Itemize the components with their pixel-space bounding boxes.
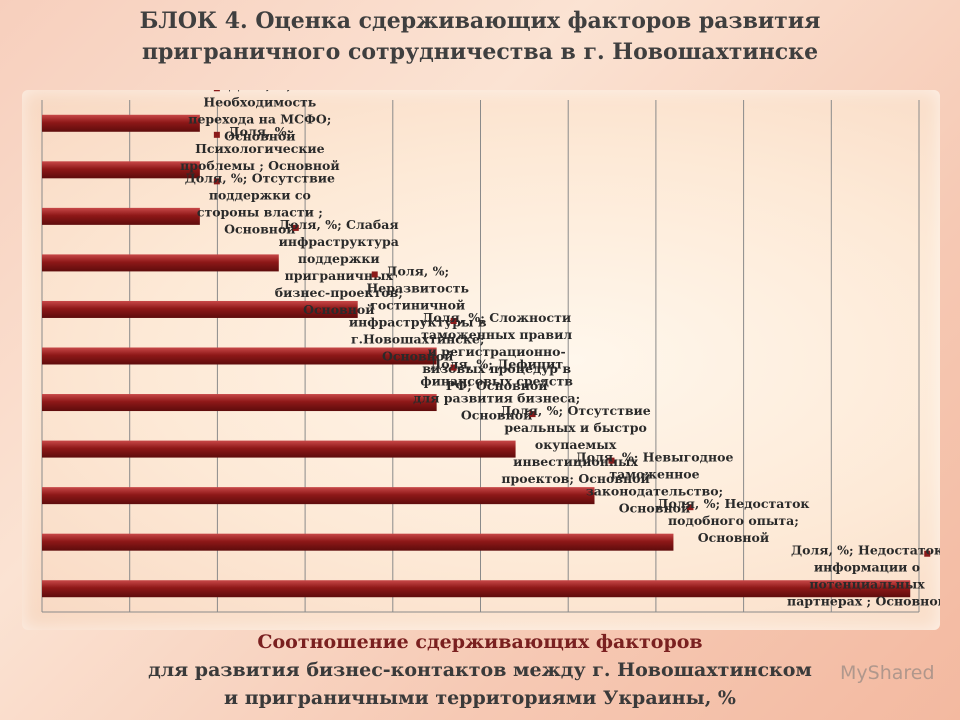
caption-line-2: для развития бизнес-контактов между г. Н… xyxy=(148,659,812,681)
data-label-9: Доля, %; Невыгодное таможенное законодател… xyxy=(576,450,734,516)
data-label-marker-4 xyxy=(292,224,299,231)
data-label-marker-10 xyxy=(687,504,694,511)
bar-8 xyxy=(42,440,516,458)
data-label-11: Доля, %; Недостаток информации о потенциал… xyxy=(787,543,940,609)
data-label-marker-3 xyxy=(213,178,220,185)
data-label-8: Доля, %; Отсутствие реальных и быстро окуп… xyxy=(500,403,650,486)
bar-10 xyxy=(42,533,674,551)
data-label-5: Доля, %; Неразвитость гостиничной инфрастру… xyxy=(349,263,487,363)
bar-1 xyxy=(42,114,200,132)
data-label-6: Доля, %; Сложности таможенных правил и рег… xyxy=(421,310,572,393)
data-label-marker-6 xyxy=(450,318,457,324)
title-line-2: приграничного сотрудничества в г. Новоша… xyxy=(141,39,819,65)
data-label-marker-5 xyxy=(371,271,378,278)
data-label-3: Доля, %; Отсутствие поддержки со стороны в… xyxy=(185,170,335,236)
data-label-2: Доля, %; Психологические проблемы ; Основн… xyxy=(180,124,339,173)
bar-5 xyxy=(42,300,358,318)
title-line-1: БЛОК 4. Оценка сдерживающих факторов раз… xyxy=(139,8,821,34)
bar-11 xyxy=(42,580,911,598)
watermark-logo: MyShared xyxy=(840,662,935,684)
data-label-7: Доля, %; Дефицит финансовых средств для ра… xyxy=(413,357,580,423)
data-label-marker-11 xyxy=(924,550,931,557)
data-label-marker-1 xyxy=(213,90,220,92)
data-label-marker-2 xyxy=(213,131,220,138)
bar-7 xyxy=(42,394,437,412)
slide-title: БЛОК 4. Оценка сдерживающих факторов раз… xyxy=(0,6,960,68)
caption-line-3: и приграничными территориями Украины, % xyxy=(224,687,736,709)
data-label-marker-8 xyxy=(529,411,536,418)
bar-6 xyxy=(42,347,437,365)
bar-4 xyxy=(42,254,279,272)
data-label-10: Доля, %; Недостаток подобного опыта; Основ… xyxy=(657,496,809,545)
bar-9 xyxy=(42,487,595,505)
data-label-marker-7 xyxy=(450,364,457,371)
chart-caption: Соотношение сдерживающих факторов для ра… xyxy=(0,628,960,712)
bar-2 xyxy=(42,161,200,179)
data-label-4: Доля, %; Слабая инфраструктура поддержки пр… xyxy=(275,217,403,317)
data-label-marker-9 xyxy=(608,457,615,464)
caption-line-1: Соотношение сдерживающих факторов xyxy=(257,631,703,653)
bar-3 xyxy=(42,207,200,225)
